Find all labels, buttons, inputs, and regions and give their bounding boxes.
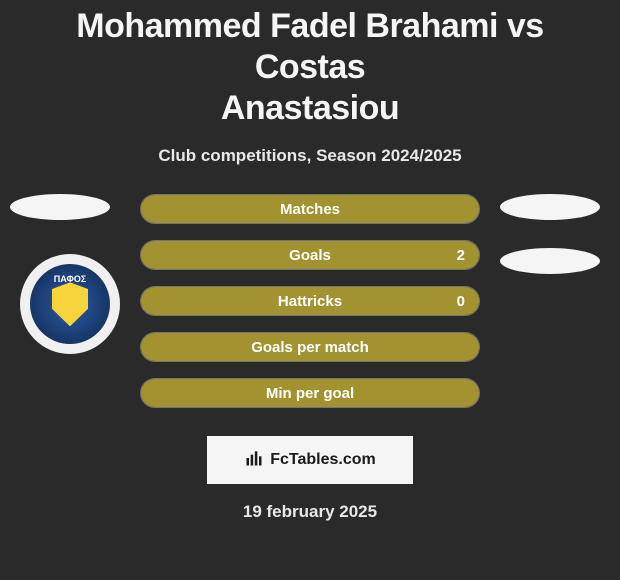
- stat-bar-value: 0: [457, 293, 465, 310]
- date-text: 19 february 2025: [0, 502, 620, 522]
- stat-bar-label: Matches: [280, 201, 340, 218]
- club-badge-inner: ΠΑΦΟΣ: [30, 264, 110, 344]
- stat-bar-row: Min per goal: [140, 378, 480, 408]
- stat-bar-label: Min per goal: [266, 385, 354, 402]
- right-value-pill: [500, 194, 600, 220]
- stat-bar-value: 2: [457, 247, 465, 264]
- stat-bar-row: Matches: [140, 194, 480, 224]
- source-badge: FcTables.com: [207, 436, 413, 484]
- club-badge: ΠΑΦΟΣ: [20, 254, 120, 354]
- stat-bars: Matches Goals 2 Hattricks 0 Goals per match Mi…: [140, 194, 480, 424]
- left-value-pill: [10, 194, 110, 220]
- stat-bar-row: Goals 2: [140, 240, 480, 270]
- stat-bar-row: Hattricks 0: [140, 286, 480, 316]
- comparison-chart: ΠΑΦΟΣ Matches Goals 2 Hattricks 0 Goals per m…: [0, 194, 620, 424]
- page-title: Mohammed Fadel Brahami vs Costas Anastas…: [0, 0, 620, 128]
- source-brand-text: FcTables.com: [270, 451, 376, 469]
- stat-bar-label: Hattricks: [278, 293, 342, 310]
- stat-bar-label: Goals per match: [251, 339, 369, 356]
- stat-bar-label: Goals: [289, 247, 331, 264]
- bar-chart-icon: [244, 448, 264, 473]
- shield-icon: [52, 282, 88, 326]
- right-value-pill: [500, 248, 600, 274]
- subtitle: Club competitions, Season 2024/2025: [0, 146, 620, 166]
- stat-bar-row: Goals per match: [140, 332, 480, 362]
- title-line-1: Mohammed Fadel Brahami vs Costas: [76, 7, 543, 86]
- title-line-2: Anastasiou: [221, 89, 399, 127]
